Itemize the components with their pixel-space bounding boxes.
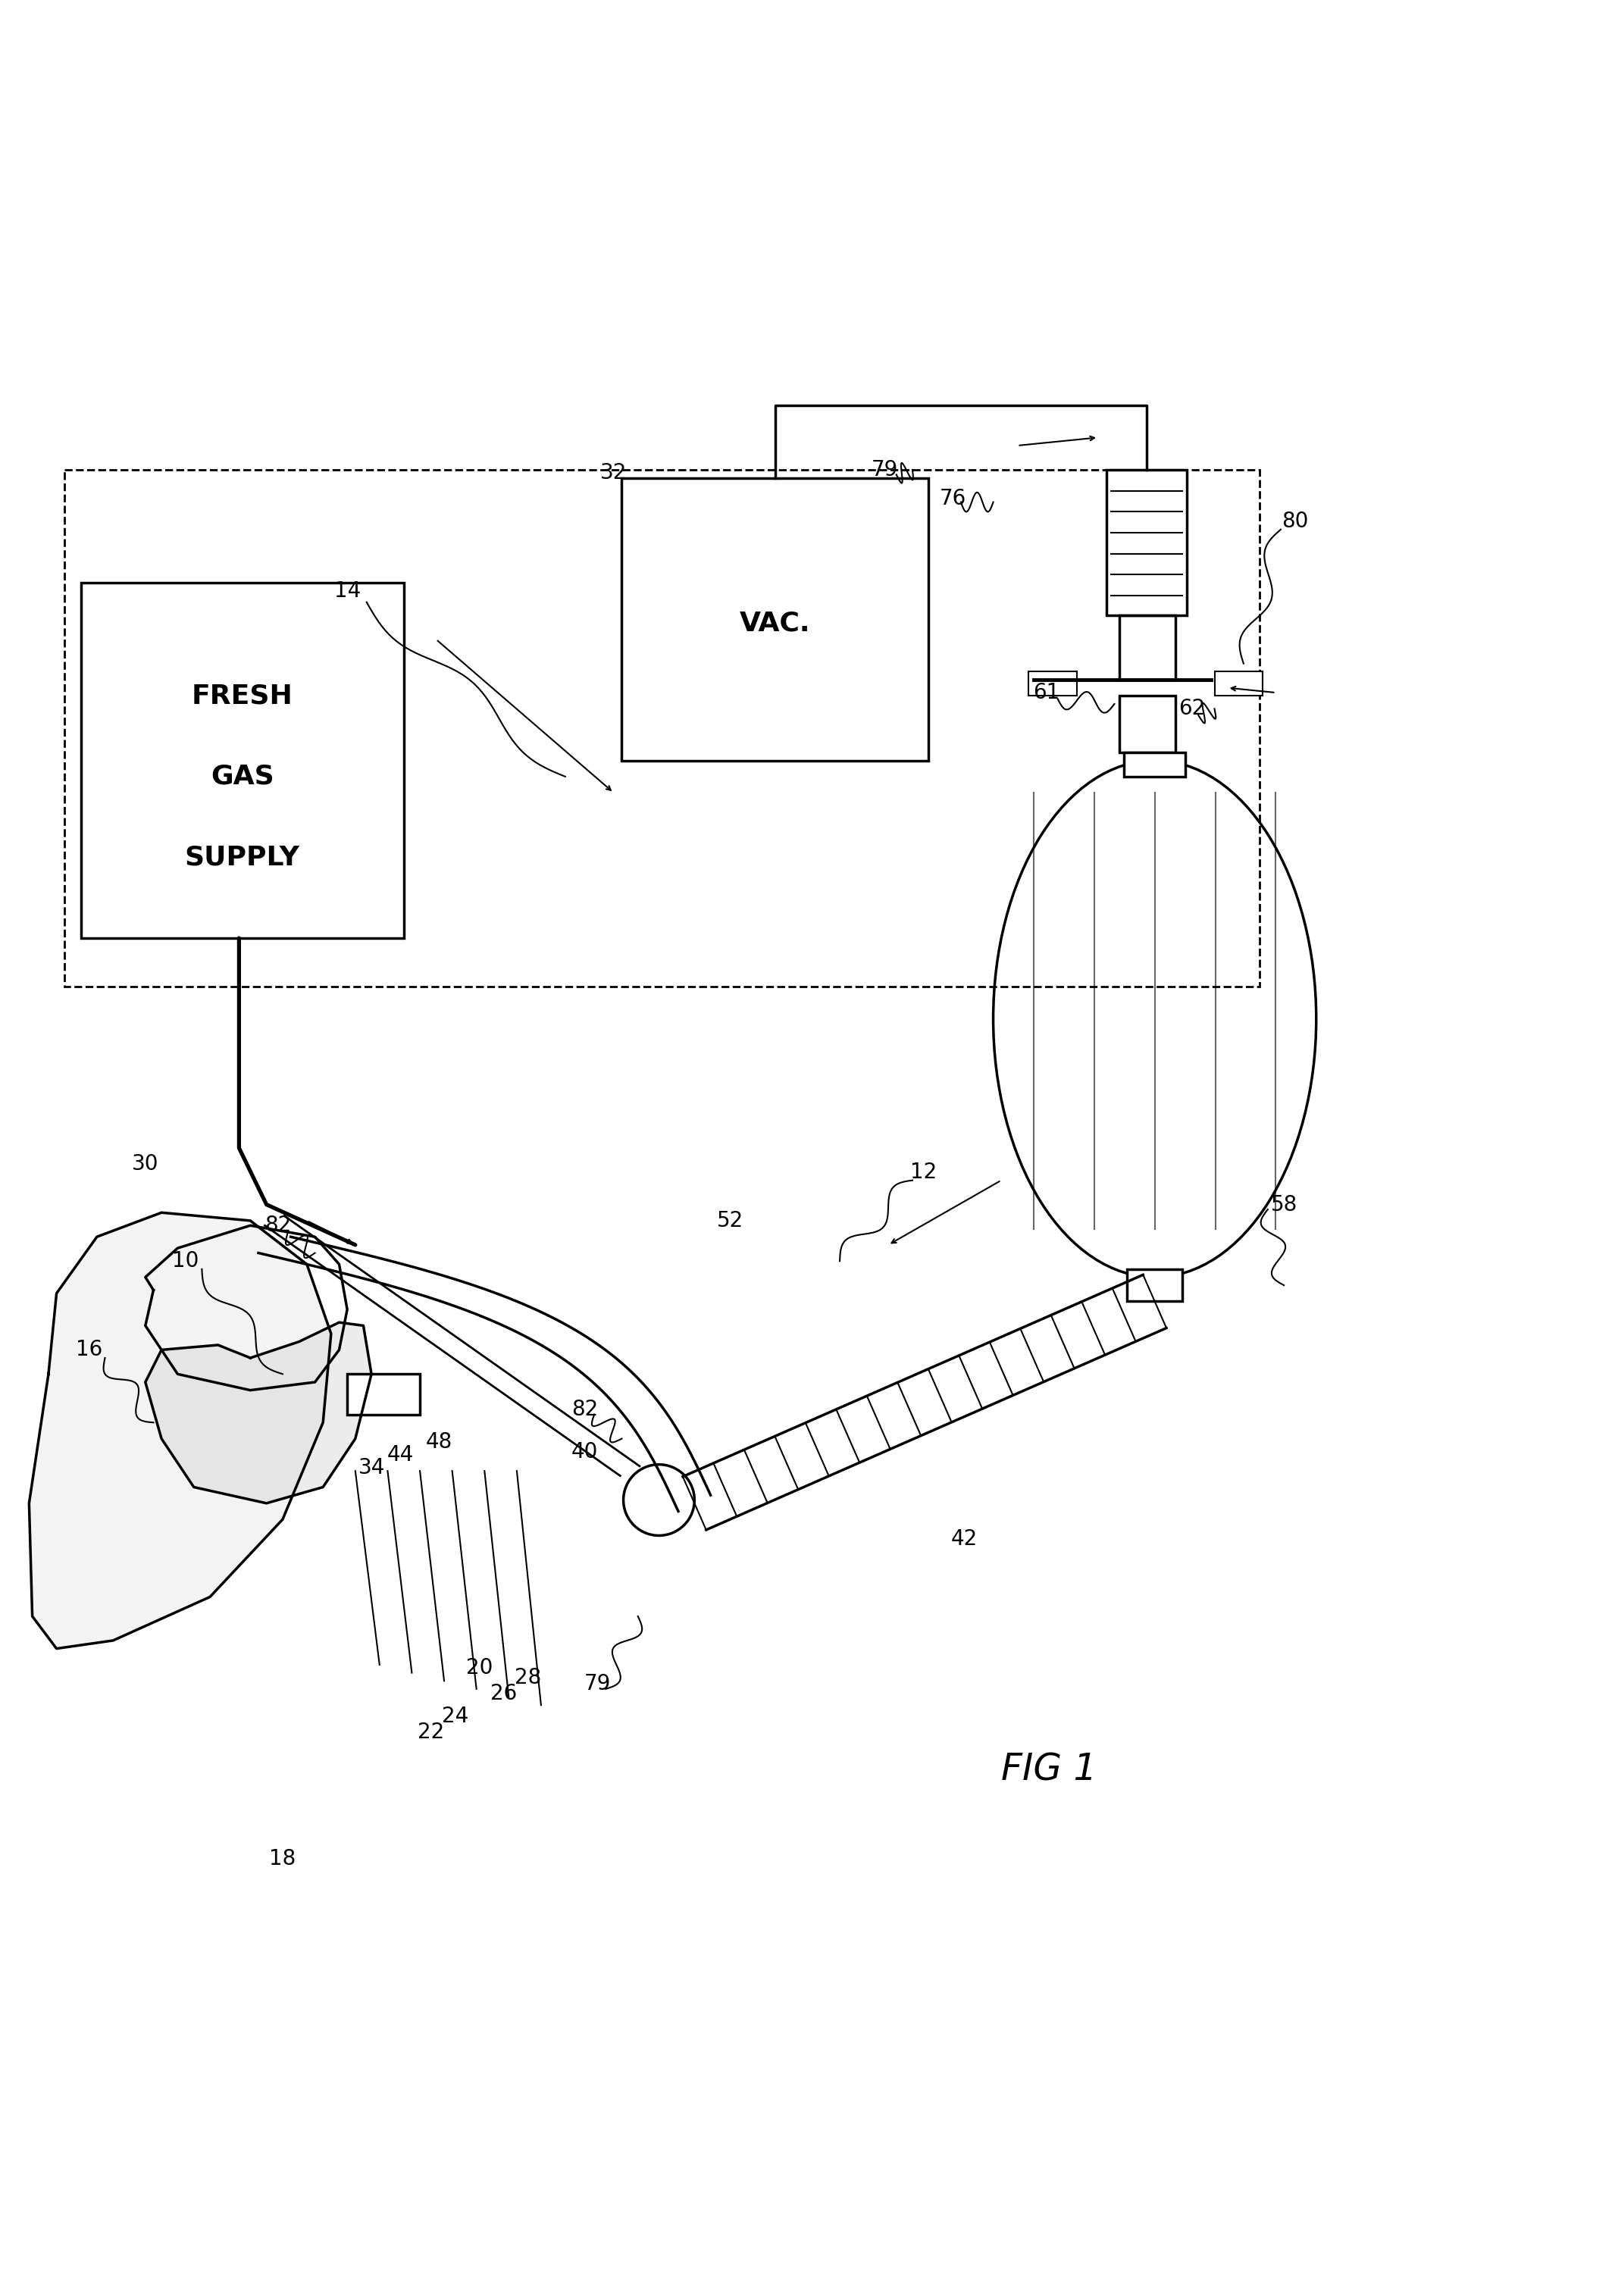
Text: 80: 80 bbox=[1282, 510, 1308, 533]
Text: 26: 26 bbox=[491, 1683, 517, 1704]
Text: 76: 76 bbox=[940, 489, 966, 510]
Text: 82: 82 bbox=[265, 1215, 291, 1235]
Bar bbox=[1214, 673, 1263, 696]
Bar bbox=[1124, 753, 1185, 776]
Text: 16: 16 bbox=[76, 1339, 102, 1362]
Text: 40: 40 bbox=[572, 1442, 598, 1463]
Bar bbox=[1029, 673, 1077, 696]
Polygon shape bbox=[145, 1322, 371, 1504]
Text: 10: 10 bbox=[173, 1251, 199, 1272]
Text: 58: 58 bbox=[1271, 1194, 1297, 1215]
Bar bbox=[81, 583, 404, 939]
Text: 42: 42 bbox=[951, 1529, 977, 1550]
Text: 24: 24 bbox=[443, 1706, 468, 1727]
Bar bbox=[65, 471, 1260, 987]
Bar bbox=[1106, 471, 1187, 615]
Text: 62: 62 bbox=[1179, 698, 1205, 719]
Text: 18: 18 bbox=[270, 1848, 296, 1869]
Text: 22: 22 bbox=[418, 1722, 444, 1743]
Text: 79: 79 bbox=[585, 1674, 610, 1694]
Text: 32: 32 bbox=[601, 461, 627, 484]
Text: 52: 52 bbox=[717, 1210, 743, 1231]
Bar bbox=[622, 478, 929, 760]
Text: 30: 30 bbox=[132, 1153, 158, 1176]
Text: 48: 48 bbox=[426, 1430, 452, 1453]
Text: VAC.: VAC. bbox=[740, 611, 811, 636]
Text: GAS: GAS bbox=[210, 765, 275, 790]
Text: 61: 61 bbox=[1034, 682, 1059, 703]
Text: 79: 79 bbox=[872, 459, 898, 480]
Bar bbox=[1127, 1270, 1182, 1302]
Bar bbox=[1119, 615, 1176, 680]
Text: FIG 1: FIG 1 bbox=[1001, 1752, 1097, 1789]
Text: 44: 44 bbox=[388, 1444, 413, 1465]
Text: 34: 34 bbox=[359, 1458, 384, 1479]
Text: 12: 12 bbox=[911, 1162, 937, 1182]
Text: 82: 82 bbox=[572, 1398, 598, 1421]
Bar bbox=[1119, 696, 1176, 753]
Text: 14: 14 bbox=[334, 581, 360, 602]
Text: FRESH: FRESH bbox=[192, 682, 292, 709]
Text: 28: 28 bbox=[515, 1667, 541, 1688]
Text: 20: 20 bbox=[467, 1658, 493, 1678]
Polygon shape bbox=[29, 1212, 331, 1649]
Text: SUPPLY: SUPPLY bbox=[184, 845, 300, 870]
Bar bbox=[347, 1373, 420, 1414]
